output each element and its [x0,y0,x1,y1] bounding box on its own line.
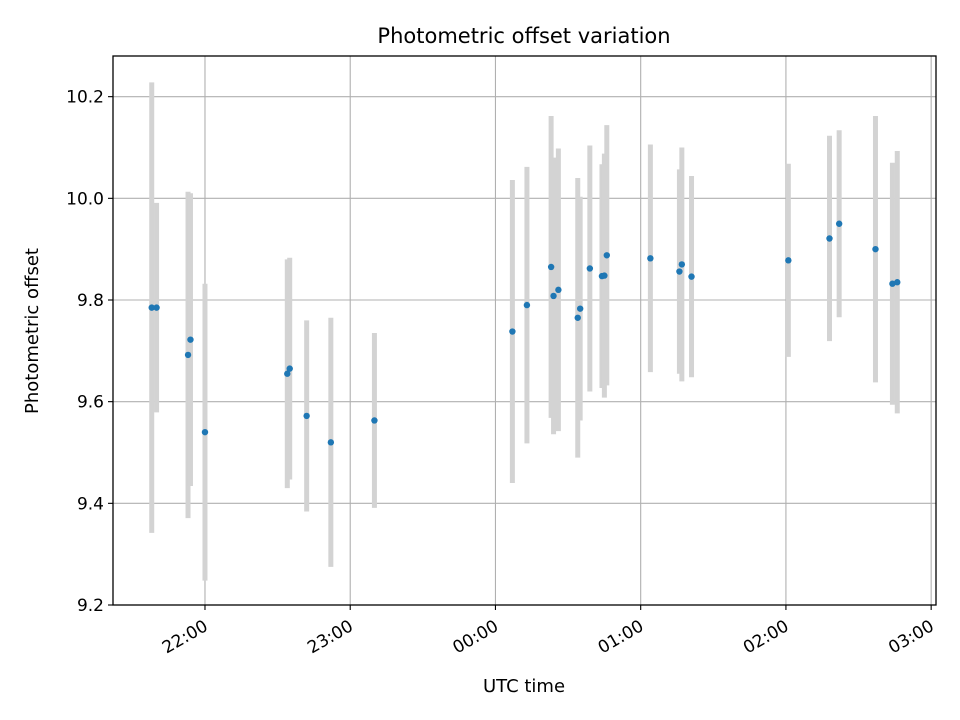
data-point [284,370,291,377]
data-point [872,245,879,253]
data-point [647,255,654,262]
data-point [547,263,555,271]
y-axis-ticks: 9.2 9.4 9.6 9.8 10.0 10.2 [66,88,113,616]
data-point [894,279,901,286]
data-point [678,261,686,268]
y-tick-label: 9.6 [77,393,104,413]
data-point [550,292,557,300]
y-tick-label: 9.8 [77,291,104,311]
data-point [555,286,562,294]
y-tick-label: 9.2 [77,596,104,616]
y-tick-label: 10.2 [66,88,104,108]
data-point [826,235,833,242]
data-point [586,265,594,272]
data-point [153,304,160,311]
data-point [889,280,896,287]
chart-title: Photometric offset variation [377,24,670,48]
data-point [303,412,310,420]
plot-frame [112,55,937,606]
data-point [187,336,194,343]
data-point [601,272,608,279]
data-point [835,220,843,227]
data-point [509,328,516,335]
x-axis-label: UTC time [483,676,565,697]
data-point [576,305,584,312]
y-axis-label: Photometric offset [22,248,43,414]
data-point [688,273,695,280]
data-points [148,220,901,446]
data-point [603,252,610,259]
data-point [201,428,209,436]
data-point [327,439,335,446]
data-point [574,314,581,321]
y-tick-label: 9.4 [77,494,104,514]
data-point [676,268,683,275]
data-point [184,351,192,359]
data-point [371,417,378,424]
y-tick-label: 10.0 [66,189,104,209]
data-point [523,301,531,309]
data-point [286,365,293,372]
data-point [148,304,155,311]
data-point [785,257,792,264]
